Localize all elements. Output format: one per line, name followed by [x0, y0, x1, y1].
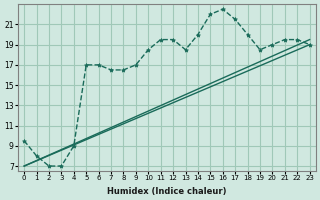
X-axis label: Humidex (Indice chaleur): Humidex (Indice chaleur) [107, 187, 227, 196]
